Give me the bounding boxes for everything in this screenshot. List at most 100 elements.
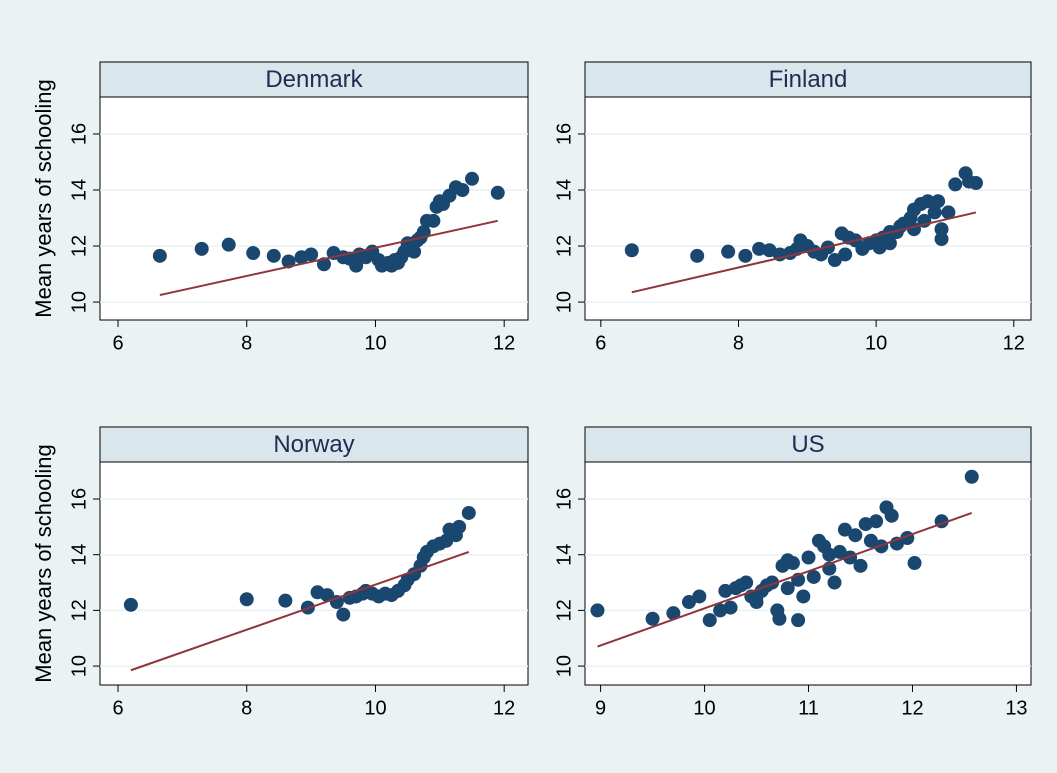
point: [934, 222, 949, 237]
point: [246, 246, 261, 261]
point: [853, 558, 868, 573]
fit-line: [159, 219, 498, 297]
y-axis-label: Mean years of schooling: [31, 79, 56, 317]
x-tick-label: 9: [595, 697, 606, 719]
point: [968, 176, 983, 191]
point: [702, 613, 717, 628]
point: [407, 244, 422, 259]
point: [931, 194, 946, 209]
y-tick-label: 12: [68, 599, 90, 621]
point: [123, 597, 138, 612]
point: [681, 595, 696, 610]
point: [920, 194, 935, 209]
y-tick-label: 16: [553, 123, 575, 145]
y-tick-label: 16: [553, 488, 575, 510]
y-tick-label: 16: [68, 488, 90, 510]
point: [692, 589, 707, 604]
point: [266, 248, 281, 263]
point: [721, 244, 736, 259]
plot-area: [584, 96, 1032, 321]
x-tick-label: 11: [798, 697, 819, 719]
x-tick-label: 12: [493, 332, 515, 354]
x-tick-label: 10: [364, 332, 386, 354]
point: [906, 222, 921, 237]
y-tick-label: 14: [553, 544, 575, 566]
y-tick-label: 12: [553, 235, 575, 257]
point: [780, 581, 795, 596]
x-tick-label: 10: [865, 332, 887, 354]
point: [590, 603, 605, 618]
panel-title: Denmark: [265, 66, 363, 93]
x-tick-label: 10: [364, 697, 386, 719]
panel-header: [99, 61, 529, 98]
point: [785, 556, 800, 571]
y-tick-label: 14: [68, 179, 90, 201]
panel-header: [584, 61, 1032, 98]
point: [336, 607, 351, 622]
y-axis-label: Mean years of schooling: [31, 444, 56, 682]
panel-title: Finland: [769, 66, 848, 93]
y-tick-label: 10: [68, 291, 90, 313]
panel-header: [584, 426, 1032, 463]
point: [452, 519, 467, 534]
point: [320, 588, 335, 603]
fit-line: [130, 550, 470, 672]
y-tick-label: 14: [553, 179, 575, 201]
point: [801, 550, 816, 565]
y-tick-label: 16: [68, 123, 90, 145]
point: [907, 556, 922, 571]
point: [791, 613, 806, 628]
fit-line: [631, 211, 977, 294]
point: [796, 589, 811, 604]
point: [624, 243, 639, 258]
point: [738, 248, 753, 263]
point: [645, 611, 660, 626]
point: [239, 592, 254, 607]
point: [152, 248, 167, 263]
panel-header: [99, 426, 529, 463]
x-tick-label: 8: [241, 697, 252, 719]
y-tick-label: 12: [553, 599, 575, 621]
point: [772, 611, 787, 626]
point: [837, 522, 852, 537]
y-tick-label: 10: [553, 655, 575, 677]
x-tick-label: 10: [693, 697, 715, 719]
point: [739, 575, 754, 590]
point: [874, 539, 889, 554]
point: [752, 241, 767, 256]
point: [869, 514, 884, 529]
panel-title: US: [791, 431, 824, 458]
point: [221, 237, 236, 252]
y-tick-label: 10: [553, 291, 575, 313]
point: [948, 177, 963, 192]
plot-area: [99, 96, 529, 321]
x-tick-label: 12: [493, 697, 515, 719]
point: [723, 600, 738, 615]
x-tick-label: 6: [112, 697, 123, 719]
point: [927, 205, 942, 220]
point: [848, 528, 863, 543]
point: [822, 547, 837, 562]
y-tick-label: 14: [68, 544, 90, 566]
y-tick-label: 10: [68, 655, 90, 677]
point: [426, 213, 441, 228]
x-tick-label: 8: [241, 332, 252, 354]
point: [465, 171, 480, 186]
x-tick-label: 12: [901, 697, 923, 719]
x-tick-label: 12: [1003, 332, 1025, 354]
point: [843, 550, 858, 565]
plot-area: [99, 461, 529, 686]
point: [666, 606, 681, 621]
fit-line: [597, 512, 973, 648]
point: [806, 569, 821, 584]
point: [827, 253, 842, 268]
x-tick-label: 6: [112, 332, 123, 354]
point: [934, 232, 949, 247]
point: [349, 258, 364, 273]
point: [304, 247, 319, 262]
point: [461, 505, 476, 520]
point: [863, 533, 878, 548]
point: [194, 241, 209, 256]
point: [749, 589, 764, 604]
